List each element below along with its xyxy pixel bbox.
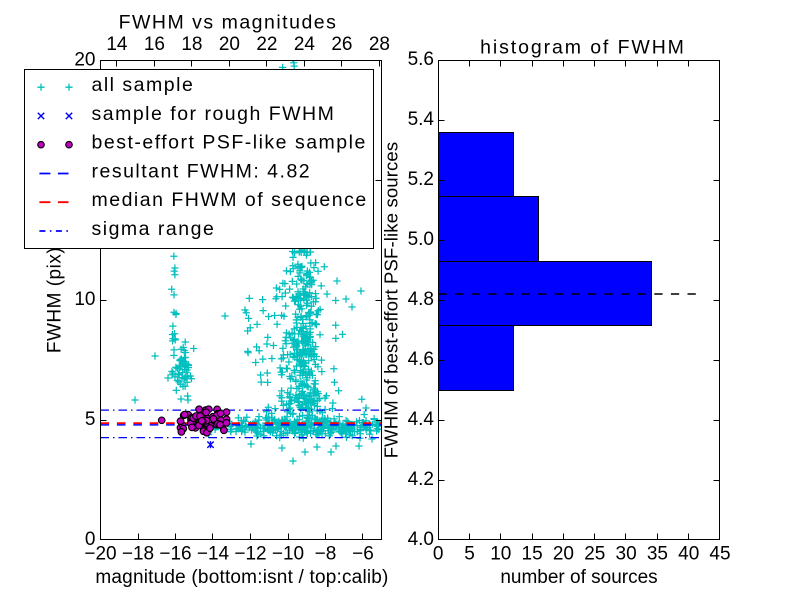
svg-text:18: 18 [181,34,202,55]
svg-text:26: 26 [331,34,352,55]
svg-text:15: 15 [522,544,543,565]
svg-text:−8: −8 [315,544,337,565]
svg-text:sigma range: sigma range [92,218,216,240]
svg-text:FWHM vs magnitudes: FWHM vs magnitudes [119,12,338,34]
svg-text:25: 25 [584,544,605,565]
svg-text:4.2: 4.2 [408,469,434,490]
svg-text:FWHM (pix): FWHM (pix) [45,247,66,353]
svg-text:5: 5 [85,409,96,430]
svg-text:−14: −14 [197,544,230,565]
svg-text:4.4: 4.4 [408,409,435,430]
svg-text:5.4: 5.4 [408,109,435,130]
svg-text:FWHM of best-effort PSF-like s: FWHM of best-effort PSF-like sources [381,142,402,459]
svg-text:resultant FWHM: 4.82: resultant FWHM: 4.82 [92,161,312,183]
svg-text:−6: −6 [352,544,374,565]
svg-text:−16: −16 [159,544,191,565]
svg-text:20: 20 [74,50,95,71]
svg-text:16: 16 [144,34,165,55]
svg-text:0: 0 [85,529,96,550]
svg-text:−10: −10 [272,544,304,565]
svg-text:−12: −12 [234,544,266,565]
svg-text:40: 40 [678,544,699,565]
svg-text:number of sources: number of sources [500,567,657,588]
svg-text:−20: −20 [84,544,116,565]
svg-text:−18: −18 [122,544,154,565]
svg-text:45: 45 [709,544,730,565]
svg-text:20: 20 [219,34,240,55]
svg-text:35: 35 [647,544,668,565]
svg-text:22: 22 [256,34,277,55]
svg-text:0: 0 [433,544,444,565]
svg-text:all sample: all sample [92,74,195,96]
svg-text:sample for rough FWHM: sample for rough FWHM [92,103,336,125]
svg-text:4.0: 4.0 [408,529,434,550]
svg-text:28: 28 [369,34,390,55]
svg-text:30: 30 [616,544,637,565]
svg-text:best-effort PSF-like sample: best-effort PSF-like sample [92,132,367,154]
svg-text:5.2: 5.2 [408,169,434,190]
svg-text:5: 5 [464,544,475,565]
svg-text:5.0: 5.0 [408,229,434,250]
svg-text:histogram of FWHM: histogram of FWHM [480,37,686,59]
svg-text:24: 24 [294,34,316,55]
svg-text:4.8: 4.8 [408,289,434,310]
svg-text:20: 20 [553,544,574,565]
svg-text:4.6: 4.6 [408,349,434,370]
svg-text:median FHWM of sequence: median FHWM of sequence [92,189,368,211]
svg-text:magnitude (bottom:isnt / top:c: magnitude (bottom:isnt / top:calib) [95,567,388,588]
svg-text:10: 10 [74,289,95,310]
svg-text:10: 10 [490,544,511,565]
svg-text:14: 14 [106,34,128,55]
svg-text:5.6: 5.6 [408,49,434,70]
